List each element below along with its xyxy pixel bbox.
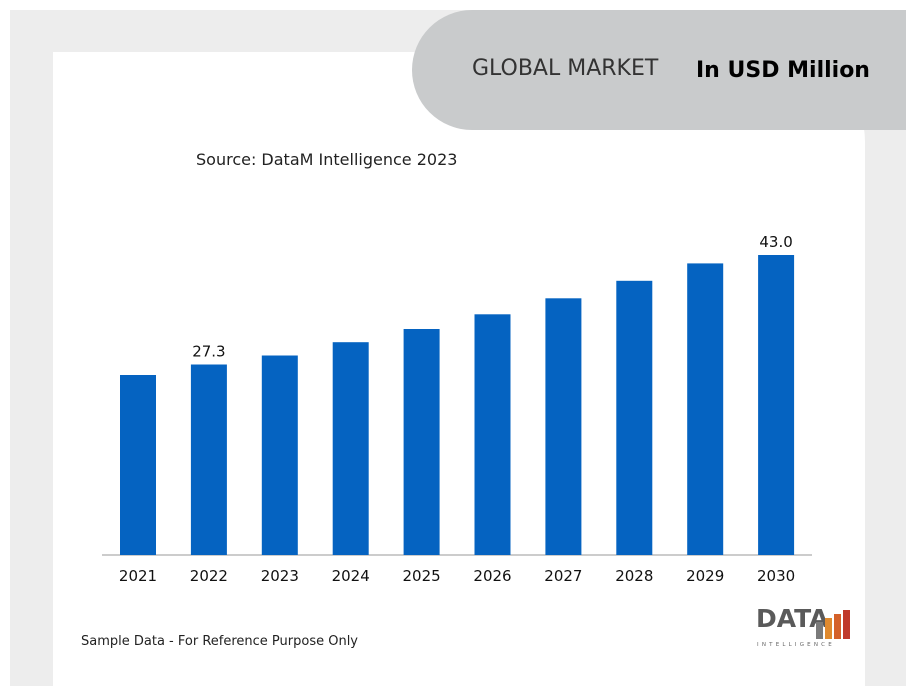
bar-2023 (261, 355, 298, 555)
source-text: Source: DataM Intelligence 2023 (196, 150, 458, 169)
chart-card (53, 52, 865, 686)
x-tick-label-2027: 2027 (544, 567, 582, 585)
x-tick-label-2029: 2029 (686, 567, 724, 585)
logo-bars-icon (816, 610, 850, 639)
logo-subtitle: INTELLIGENCE (757, 642, 835, 648)
bar-2027 (545, 298, 582, 555)
x-tick-label-2021: 2021 (119, 567, 157, 585)
bar-2022 (190, 364, 227, 555)
x-tick-label-2030: 2030 (757, 567, 795, 585)
data-label-2030: 43.0 (759, 233, 792, 251)
market-title: GLOBAL MARKET (472, 56, 659, 81)
bar-2030 (758, 255, 795, 555)
bar-2029 (687, 263, 724, 555)
bar-2021 (120, 375, 156, 555)
bar-2026 (474, 314, 511, 555)
x-tick-label-2023: 2023 (261, 567, 299, 585)
unit-label: In USD Million (696, 58, 870, 83)
x-tick-label-2026: 2026 (473, 567, 511, 585)
data-label-2022: 27.3 (192, 343, 225, 361)
x-tick-label-2028: 2028 (615, 567, 653, 585)
datam-logo: DATA INTELLIGENCE (756, 604, 854, 654)
bar-2028 (616, 280, 653, 555)
bar-2024 (332, 342, 369, 555)
x-tick-label-2025: 2025 (403, 567, 441, 585)
footnote: Sample Data - For Reference Purpose Only (81, 634, 358, 649)
bar-2025 (403, 329, 440, 555)
x-tick-label-2022: 2022 (190, 567, 228, 585)
x-tick-label-2024: 2024 (332, 567, 370, 585)
header-banner (412, 10, 906, 130)
